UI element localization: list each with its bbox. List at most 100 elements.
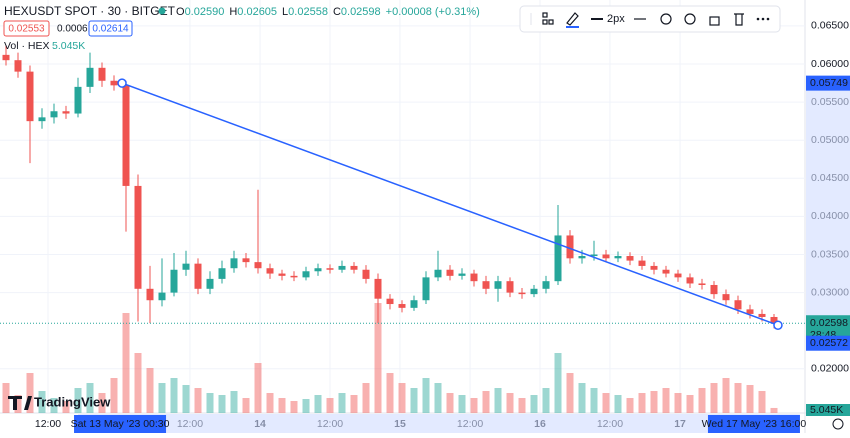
legend-line: HEXUSDT SPOT · 30 · BITGET xyxy=(4,4,176,18)
volume-pane xyxy=(2,303,778,413)
volume-bar xyxy=(566,373,574,413)
trend-line xyxy=(121,82,779,326)
candle-body xyxy=(14,60,22,72)
candle-body xyxy=(158,292,166,301)
volume-bar xyxy=(722,378,730,413)
volume-bar xyxy=(362,383,370,413)
volume-bar xyxy=(326,398,334,413)
trend-end-time: Wed 17 May '23 16:00 xyxy=(702,418,807,430)
toolbar-bg xyxy=(519,5,781,33)
volume-bar xyxy=(50,398,58,413)
candle-body xyxy=(134,185,142,289)
volume-bar xyxy=(170,378,178,413)
candle-body xyxy=(686,277,694,284)
candle-body xyxy=(614,256,622,259)
candle-body xyxy=(38,117,46,122)
volume-bar xyxy=(314,395,322,413)
candle-body xyxy=(182,263,190,270)
candle-body xyxy=(266,268,274,274)
ohlc-key: H xyxy=(229,6,237,18)
trend-handle xyxy=(117,78,127,88)
y-tick-label: 0.06000 xyxy=(811,58,849,70)
change: +0.00008 (+0.31%) xyxy=(386,6,480,18)
candle-body xyxy=(98,67,106,81)
volume-bar xyxy=(422,378,430,413)
ohlc-key: L xyxy=(282,6,288,18)
volume-bar xyxy=(458,395,466,413)
icon-templates-part xyxy=(548,19,554,25)
candle-body xyxy=(734,300,742,310)
trend-start-price: 0.05749 xyxy=(810,77,848,89)
volume-bar xyxy=(350,395,358,413)
volume-bar xyxy=(734,383,742,413)
volume-bar xyxy=(302,399,310,413)
volume-bar xyxy=(98,393,106,413)
candle-body xyxy=(302,271,310,278)
grid xyxy=(0,0,805,413)
brand-logo xyxy=(8,396,32,410)
volume-bar xyxy=(614,395,622,413)
candle-body xyxy=(758,313,766,317)
icon-templates[interactable] xyxy=(542,12,548,18)
icon-more-dot xyxy=(761,17,765,21)
candle-body xyxy=(194,263,202,289)
volume-bar xyxy=(530,395,538,413)
candle-body xyxy=(518,292,526,295)
volume-bar xyxy=(338,393,346,413)
candle-body xyxy=(638,260,646,266)
candle-body xyxy=(338,265,346,270)
y-tick-label: 0.06500 xyxy=(811,20,849,32)
candle-body xyxy=(746,309,754,314)
icon-color[interactable] xyxy=(566,12,579,26)
status-dot xyxy=(158,7,166,15)
candle-body xyxy=(2,54,10,61)
candle-body xyxy=(650,265,658,270)
volume-bar xyxy=(506,393,514,413)
line-width-label[interactable]: 2px xyxy=(607,13,625,25)
ohlc-value: 0.02558 xyxy=(288,6,328,18)
candle-body xyxy=(410,300,418,308)
icon-lock[interactable] xyxy=(709,16,720,26)
candle-body xyxy=(434,269,442,278)
ohlc-legend: O0.02590 H0.02605 L0.02558 C0.02598 +0.00008… xyxy=(176,6,480,18)
volume-bar xyxy=(86,383,94,413)
candle-body xyxy=(326,268,334,270)
icon-alert[interactable] xyxy=(684,13,696,25)
price-range-highlight xyxy=(806,83,850,326)
volume-bar xyxy=(134,353,142,413)
candle-body xyxy=(470,273,478,282)
volume-bar xyxy=(602,393,610,413)
candle-body xyxy=(626,256,634,261)
volume-bar xyxy=(578,383,586,413)
icon-more[interactable] xyxy=(756,17,760,21)
volume-bar xyxy=(2,383,10,413)
ask-box xyxy=(88,20,133,37)
settings-icon[interactable] xyxy=(832,418,844,430)
volume-bar xyxy=(62,401,70,413)
icon-more-dot xyxy=(766,17,770,21)
candle-body xyxy=(482,281,490,289)
candle-body xyxy=(314,268,322,272)
volume-bar xyxy=(38,391,46,413)
candles xyxy=(2,44,778,329)
icon-delete[interactable] xyxy=(734,13,744,26)
icon-settings[interactable] xyxy=(660,13,672,25)
volume-bar xyxy=(698,388,706,413)
volume-bar xyxy=(290,401,298,413)
candle-body xyxy=(386,298,394,305)
volume-bar xyxy=(26,373,34,413)
volume-last-box xyxy=(806,404,850,416)
candle-body xyxy=(86,67,94,87)
volume-bar xyxy=(278,398,286,413)
spread: 0.00061 xyxy=(57,24,94,35)
candle-body xyxy=(506,281,514,293)
volume-bar xyxy=(410,388,418,413)
volume-last: 5.045K xyxy=(810,404,843,416)
candle-body xyxy=(554,235,562,282)
volume-bar xyxy=(434,383,442,413)
ohlc-value: 0.02605 xyxy=(237,6,277,18)
brand-name: TradingView xyxy=(34,394,111,409)
candle-body xyxy=(230,258,238,269)
